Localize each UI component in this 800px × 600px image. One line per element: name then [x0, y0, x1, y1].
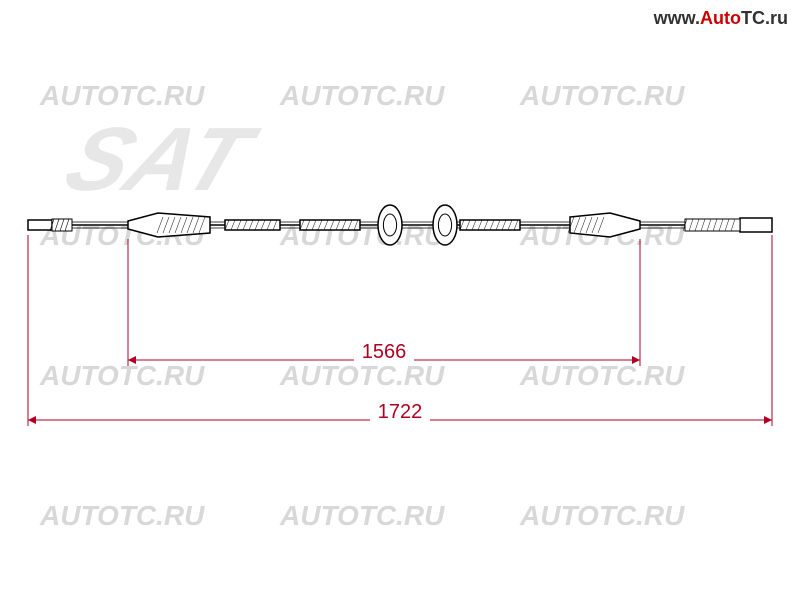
svg-text:1722: 1722: [378, 401, 423, 423]
svg-text:SAT: SAT: [53, 109, 270, 210]
technical-drawing: SAT 1566 1722: [0, 0, 800, 600]
svg-text:1566: 1566: [362, 341, 407, 363]
